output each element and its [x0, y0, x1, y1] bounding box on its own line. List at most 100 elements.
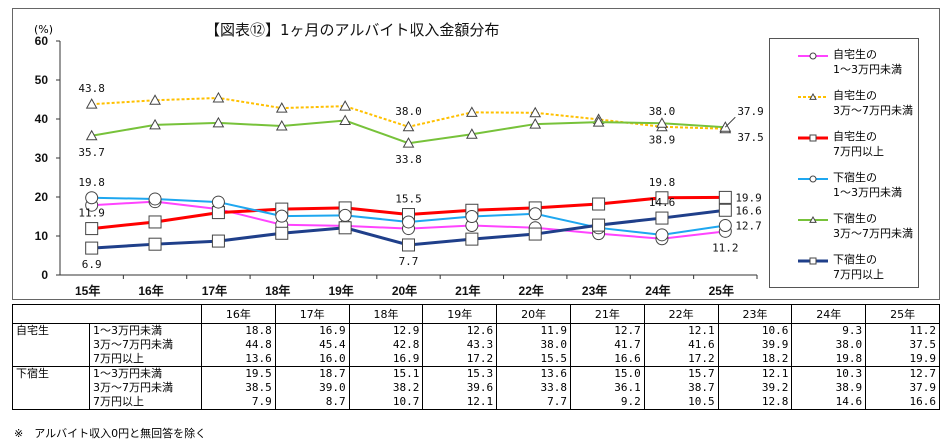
legend-swatch [798, 92, 828, 100]
group-label: 下宿生 [12, 366, 90, 410]
column-header: 20年 [496, 304, 571, 324]
table-cell: 37.9 [865, 381, 940, 395]
data-point [718, 190, 732, 204]
leader-line [724, 116, 736, 128]
data-point [529, 118, 542, 129]
chart-frame [12, 8, 940, 300]
table-cell: 39.9 [717, 338, 793, 352]
table-cell: 45.4 [274, 338, 350, 352]
data-point [656, 117, 668, 128]
table-cell: 16.9 [348, 352, 424, 367]
data-point [402, 238, 415, 252]
table-cell: 41.7 [569, 338, 645, 352]
x-tick-label: 21年 [455, 283, 480, 298]
data-point [718, 218, 732, 232]
data-label: 19.8 [649, 176, 676, 189]
table-cell: 42.8 [348, 338, 424, 352]
legend-label: 自宅生の 7万円以上 [833, 130, 884, 158]
series-5 [85, 203, 732, 255]
data-label: 11.9 [78, 207, 105, 220]
row-label: 1～3万円未満 [89, 366, 202, 381]
legend-marker [809, 215, 817, 223]
table-cell: 13.6 [201, 352, 276, 367]
table-cell: 10.3 [791, 366, 867, 381]
y-tick-label: 0 [41, 268, 48, 282]
table-row: 下宿生 1～3万円未満 19.5 18.7 15.1 15.3 13.6 15.0 15.7 12… [12, 366, 940, 410]
data-point [718, 203, 732, 217]
data-point [212, 116, 225, 128]
column-header: 22年 [643, 304, 719, 324]
table-cell: 39.0 [274, 381, 350, 395]
data-point [148, 215, 162, 229]
table-cell: 7.9 [201, 395, 276, 410]
x-tick-label: 18年 [265, 283, 290, 298]
table-cell: 15.3 [422, 366, 498, 381]
data-point [402, 137, 415, 148]
table-cell: 18.7 [274, 366, 350, 381]
data-point [529, 106, 542, 118]
legend-swatch [798, 134, 828, 142]
data-label: 37.5 [737, 131, 764, 144]
legend-label: 自宅生の 3万～7万円未満 [833, 89, 913, 117]
data-table: 16年 17年 18年 19年 20年 21年 22年 23年 24年 25年 自宅生 1～3万円未満… [12, 304, 940, 410]
data-point [275, 209, 289, 223]
x-tick-label: 15年 [75, 283, 100, 298]
table-cell: 9.2 [569, 395, 645, 410]
x-tick-label: 24年 [645, 283, 670, 298]
column-header: 18年 [348, 304, 424, 324]
table-cell: 38.2 [348, 381, 424, 395]
table-cell: 37.5 [865, 338, 940, 352]
table-row: 7万円以上 13.6 16.0 16.9 17.2 15.5 16.6 17.2 18.2 19.… [13, 352, 940, 367]
x-tick-label: 25年 [709, 283, 734, 298]
column-header: 17年 [274, 304, 350, 324]
row-label: 3万～7万円未満 [89, 338, 202, 352]
legend-marker [809, 175, 817, 183]
legend-marker [809, 52, 817, 60]
data-label: 19.8 [78, 176, 105, 189]
table-cell: 16.6 [569, 352, 645, 367]
table-cell: 38.0 [496, 338, 571, 352]
table-cell: 41.6 [643, 338, 719, 352]
data-point [85, 129, 98, 141]
table-cell: 14.6 [791, 395, 867, 410]
table-cell: 15.0 [569, 366, 645, 381]
legend-swatch [798, 175, 828, 183]
table-cell: 19.5 [201, 366, 276, 381]
data-point [212, 91, 225, 103]
data-label: 35.7 [78, 146, 105, 159]
table-cell: 17.2 [422, 352, 498, 367]
y-tick-label: 10 [35, 229, 49, 243]
table-cell: 38.0 [791, 338, 867, 352]
legend: 自宅生の 1～3万円未満 自宅生の 3万～7万円未満 自宅生の 7万円以上 下宿生の … [769, 38, 919, 288]
x-tick-label: 22年 [519, 283, 544, 298]
table-cell: 12.1 [643, 323, 719, 338]
legend-marker [809, 134, 817, 142]
table-cell: 17.2 [643, 352, 719, 367]
data-label: 6.9 [82, 258, 102, 271]
table-cell: 10.5 [643, 395, 719, 410]
x-tick-label: 23年 [582, 283, 607, 298]
data-label: 38.9 [649, 133, 676, 146]
row-label: 3万～7万円未満 [89, 381, 202, 395]
data-label: 37.9 [737, 105, 764, 118]
series-3 [85, 191, 732, 242]
data-label: 19.9 [735, 191, 762, 204]
legend-swatch [798, 257, 828, 265]
table-cell: 39.2 [717, 381, 793, 395]
data-point [148, 237, 162, 251]
table-cell: 18.2 [717, 352, 793, 367]
data-point [339, 114, 351, 126]
x-tick-label: 20年 [392, 283, 417, 298]
data-point [528, 227, 542, 241]
x-tick-label: 19年 [328, 283, 353, 298]
legend-marker [809, 257, 817, 265]
legend-marker [809, 92, 817, 100]
data-point [402, 215, 415, 229]
row-label: 7万円以上 [89, 395, 202, 410]
table-cell: 12.9 [348, 323, 424, 338]
table-cell: 16.6 [865, 395, 940, 410]
table-cell: 12.7 [569, 323, 645, 338]
table-cell: 8.7 [274, 395, 350, 410]
table-cell: 44.8 [201, 338, 276, 352]
table-cell: 33.8 [496, 381, 571, 395]
